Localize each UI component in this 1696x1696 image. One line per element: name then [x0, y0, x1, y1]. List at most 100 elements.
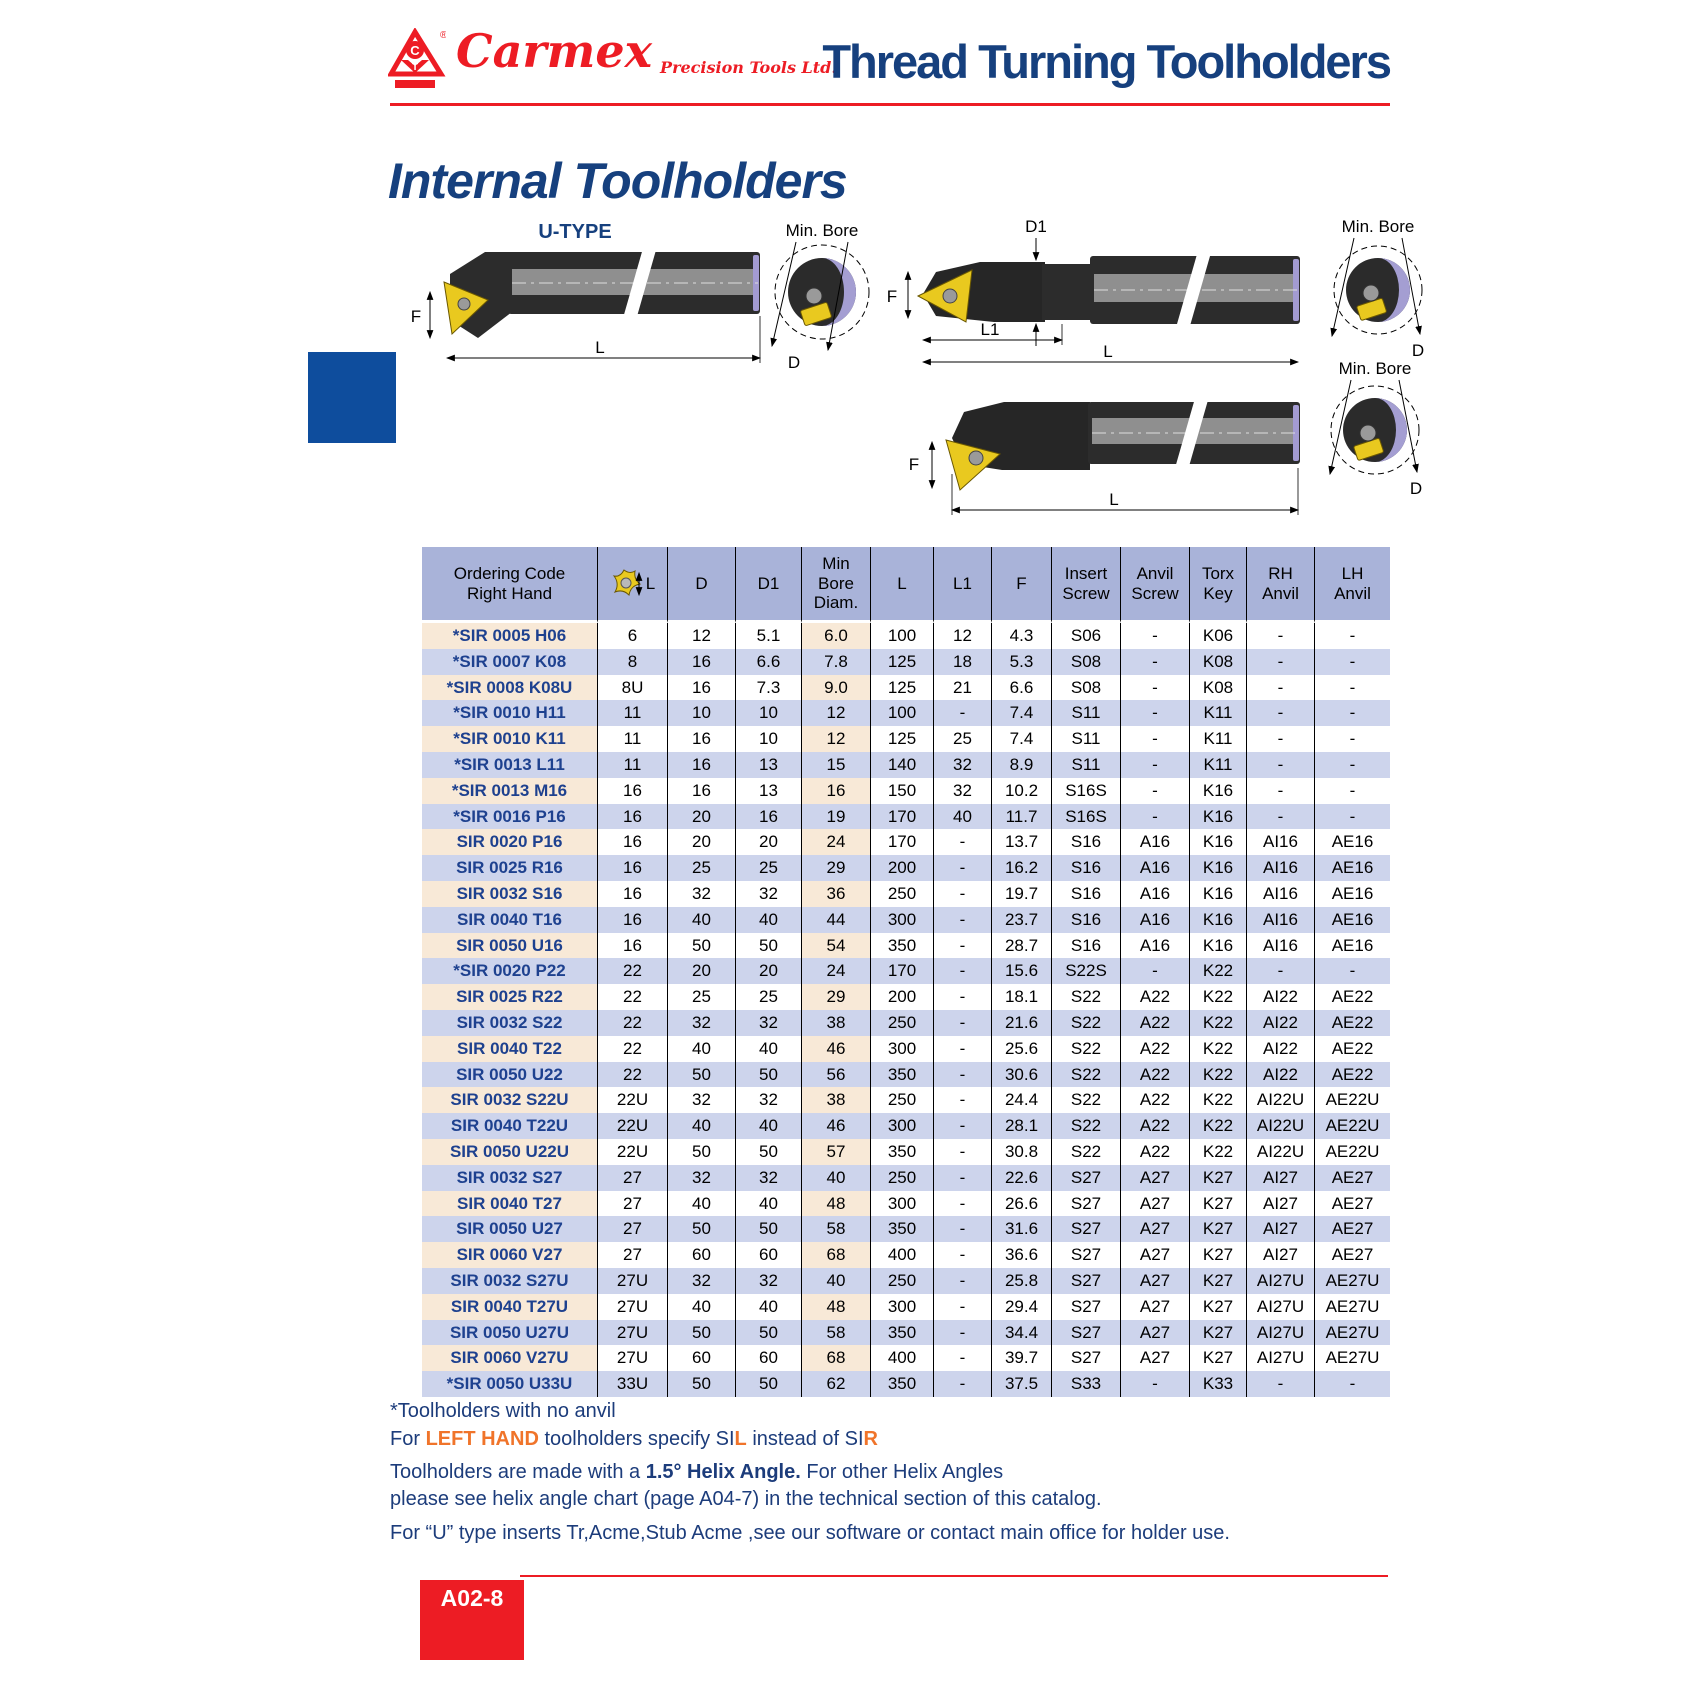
cell-insert-screw: S27: [1051, 1164, 1120, 1191]
ordering-code-cell: SIR 0050 U22U: [422, 1139, 597, 1165]
cell-anvil-screw: -: [1120, 674, 1189, 701]
cell-f: 36.6: [991, 1242, 1051, 1269]
section-title: Internal Toolholders: [388, 153, 848, 209]
cell-d1: 50: [735, 1371, 801, 1397]
cell-l: 250: [870, 1164, 933, 1191]
table-row: *SIR 0020 P22 22 20 20 24 170 - 15.6 S22…: [422, 958, 1390, 985]
cell-l1: -: [933, 906, 991, 933]
dim-f-label: F: [909, 455, 919, 474]
cell-l1: -: [933, 1035, 991, 1062]
cell-rh-anvil: AI27U: [1246, 1345, 1314, 1372]
cell-anvil-screw: -: [1120, 623, 1189, 649]
cell-l1: 32: [933, 752, 991, 778]
u-type-label: U-TYPE: [538, 221, 611, 243]
cell-d1: 50: [735, 932, 801, 959]
table-row: SIR 0040 T27U 27U 40 40 48 300 - 29.4 S2…: [422, 1293, 1390, 1320]
ordering-code-cell: *SIR 0010 H11: [422, 700, 597, 727]
cell-rh-anvil: AI22U: [1246, 1113, 1314, 1140]
th-torx-key: Torx Key: [1189, 547, 1246, 624]
footer-divider: [520, 1575, 1388, 1577]
cell-d1: 25: [735, 984, 801, 1011]
threading-insert-icon: [1353, 438, 1384, 461]
cell-d1: 60: [735, 1345, 801, 1372]
cell-l1: -: [933, 1139, 991, 1165]
cell-insert-screw: S16: [1051, 906, 1120, 933]
ordering-code-cell: *SIR 0010 K11: [422, 726, 597, 753]
cell-l1: -: [933, 1371, 991, 1397]
cell-rh-anvil: AI27: [1246, 1164, 1314, 1191]
cell-f: 34.4: [991, 1319, 1051, 1346]
cell-l: 350: [870, 932, 933, 959]
cell-min-bore: 6.0: [801, 623, 870, 649]
cell-f: 23.7: [991, 906, 1051, 933]
cell-min-bore: 16: [801, 777, 870, 804]
cell-d1: 32: [735, 881, 801, 907]
cell-insert-screw: S27: [1051, 1190, 1120, 1217]
th-ordering-code: Ordering Code Right Hand: [422, 547, 597, 624]
header-divider: [390, 103, 1390, 106]
cell-d: 50: [667, 1139, 735, 1165]
th-l1: L1: [933, 547, 991, 624]
cell-insert-size: 27U: [597, 1293, 667, 1320]
cell-torx-key: K08: [1189, 674, 1246, 701]
toolholder-diagrams: U-TYPE F L Min. Bore D: [411, 217, 1424, 515]
cell-d: 32: [667, 1164, 735, 1191]
min-bore-detail-1: Min. Bore D: [770, 221, 870, 372]
cell-insert-size: 27: [597, 1216, 667, 1243]
cell-insert-screw: S16S: [1051, 777, 1120, 804]
cell-insert-size: 33U: [597, 1371, 667, 1397]
brand-wordmark: Carmex: [456, 24, 653, 78]
cell-insert-screw: S11: [1051, 752, 1120, 778]
table-row: *SIR 0005 H06 6 12 5.1 6.0 100 12 4.3 S0…: [422, 623, 1390, 649]
cell-insert-size: 27U: [597, 1319, 667, 1346]
cell-lh-anvil: AE27: [1314, 1216, 1390, 1243]
cell-insert-size: 27: [597, 1190, 667, 1217]
cell-insert-size: 16: [597, 855, 667, 882]
cell-min-bore: 62: [801, 1371, 870, 1397]
cell-lh-anvil: AE27: [1314, 1164, 1390, 1191]
cell-d: 40: [667, 1035, 735, 1062]
cell-insert-size: 11: [597, 752, 667, 778]
cell-min-bore: 46: [801, 1113, 870, 1140]
cell-l: 300: [870, 1113, 933, 1140]
cell-f: 10.2: [991, 777, 1051, 804]
cell-l: 100: [870, 700, 933, 727]
cell-d1: 32: [735, 1087, 801, 1114]
cell-l: 300: [870, 1035, 933, 1062]
cell-d1: 20: [735, 958, 801, 985]
cell-insert-screw: S16: [1051, 829, 1120, 856]
cell-torx-key: K27: [1189, 1268, 1246, 1294]
cell-rh-anvil: AI22: [1246, 984, 1314, 1011]
cell-f: 26.6: [991, 1190, 1051, 1217]
cell-lh-anvil: -: [1314, 623, 1390, 649]
cell-l1: -: [933, 958, 991, 985]
cell-lh-anvil: -: [1314, 803, 1390, 830]
min-bore-detail-3: Min. Bore D: [1328, 359, 1422, 498]
table-row: SIR 0040 T22 22 40 40 46 300 - 25.6 S22 …: [422, 1035, 1390, 1062]
section-side-tab: [308, 352, 396, 443]
cell-d1: 13: [735, 752, 801, 778]
cell-insert-size: 27U: [597, 1345, 667, 1372]
cell-d: 20: [667, 958, 735, 985]
footnote-no-anvil: *Toolholders with no anvil: [390, 1400, 616, 1422]
ordering-code-cell: SIR 0025 R22: [422, 984, 597, 1011]
cell-d: 32: [667, 1010, 735, 1036]
cell-lh-anvil: -: [1314, 700, 1390, 727]
cell-lh-anvil: AE27U: [1314, 1293, 1390, 1320]
cell-l1: -: [933, 932, 991, 959]
cell-insert-screw: S22: [1051, 1113, 1120, 1140]
cell-d: 12: [667, 623, 735, 649]
cell-d1: 50: [735, 1216, 801, 1243]
cell-f: 29.4: [991, 1293, 1051, 1320]
cell-torx-key: K16: [1189, 803, 1246, 830]
threading-insert-icon: [945, 439, 1002, 491]
cell-torx-key: K06: [1189, 623, 1246, 649]
cell-anvil-screw: A27: [1120, 1293, 1189, 1320]
cell-anvil-screw: -: [1120, 726, 1189, 753]
cell-lh-anvil: AE27: [1314, 1190, 1390, 1217]
cell-torx-key: K22: [1189, 958, 1246, 985]
threading-insert-icon: [1356, 298, 1387, 321]
cell-insert-size: 27: [597, 1164, 667, 1191]
cell-insert-size: 22: [597, 958, 667, 985]
cell-d1: 32: [735, 1164, 801, 1191]
